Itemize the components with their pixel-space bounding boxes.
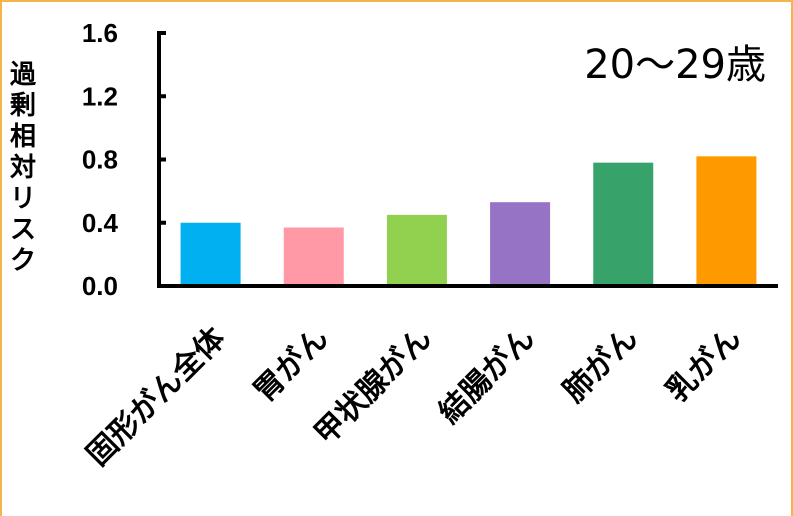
x-category-label: 肺がん (557, 321, 645, 409)
age-group-annotation: 20～29歳 (584, 42, 766, 88)
bar (386, 214, 447, 286)
y-tick-label: 1.2 (82, 81, 118, 111)
y-axis-ticks: 0.0 0.4 0.8 1.2 1.6 (82, 18, 166, 301)
x-category-label: 結腸がん (432, 321, 542, 431)
y-tick-label: 0.4 (82, 208, 119, 238)
x-category-label: 乳がん (660, 321, 748, 409)
bar (593, 162, 654, 286)
bar (283, 227, 344, 286)
bar (696, 156, 757, 286)
y-tick-label: 0.0 (82, 271, 118, 301)
bar (490, 202, 551, 286)
y-axis-title: 過剰相対リスク (10, 60, 37, 276)
x-category-label: 固形がん全体 (80, 320, 233, 473)
y-tick-label: 1.6 (82, 18, 118, 48)
x-category-label: 胃がん (247, 321, 335, 409)
y-tick-label: 0.8 (82, 145, 118, 175)
bars-group (180, 156, 757, 286)
bar (180, 222, 241, 286)
